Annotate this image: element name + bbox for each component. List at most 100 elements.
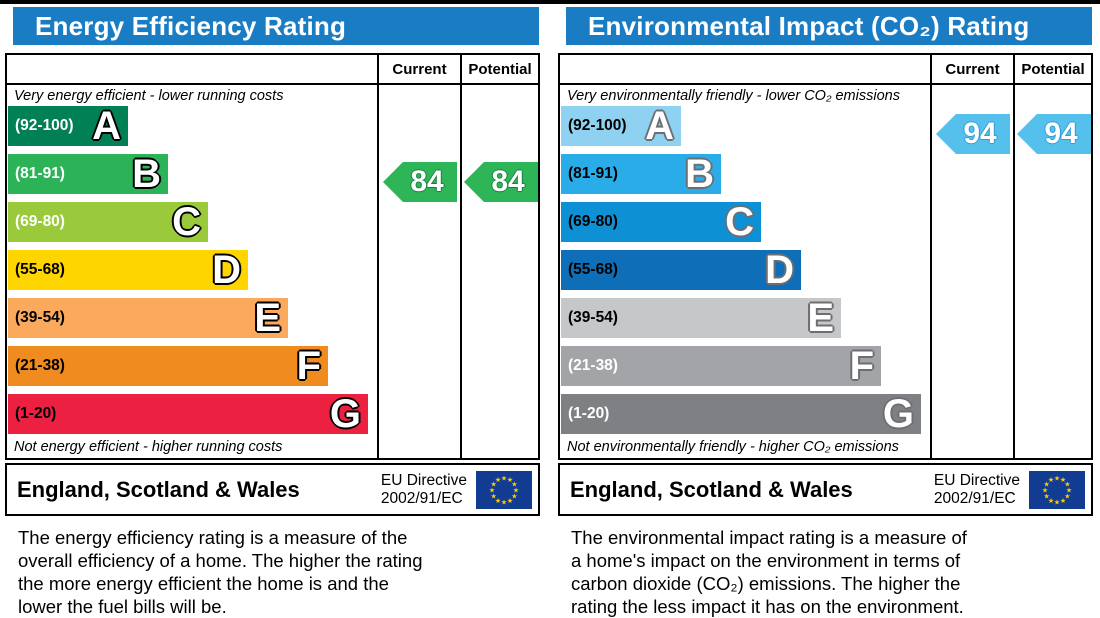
svg-text:★: ★: [1064, 492, 1070, 500]
co2-description: The environmental impact rating is a mea…: [558, 526, 1093, 618]
svg-text:★: ★: [507, 476, 513, 484]
energy-description: The energy efficiency rating is a measur…: [5, 526, 540, 618]
band-bar-e: (39-54) E: [8, 298, 288, 338]
current-rating-value: 84: [410, 165, 444, 198]
band-bar-d: (55-68) D: [8, 250, 248, 290]
band-bar-f: (21-38) F: [8, 346, 328, 386]
potential-rating-arrow: 84: [464, 162, 538, 202]
eu-directive-line1: EU Directive: [933, 471, 1020, 489]
band-letter: C: [725, 200, 754, 244]
band-bar-g: (1-20) G: [561, 394, 921, 434]
svg-text:★: ★: [501, 498, 507, 506]
band-letter: D: [765, 248, 794, 292]
svg-text:★: ★: [495, 496, 501, 504]
column-divider: [1013, 55, 1015, 458]
potential-column-header: Potential: [468, 60, 532, 78]
svg-text:★: ★: [513, 486, 519, 494]
band-range-label: (39-54): [15, 309, 65, 326]
current-column-header: Current: [392, 60, 447, 78]
band-letter: E: [807, 296, 834, 340]
svg-text:★: ★: [507, 496, 513, 504]
description-line: The environmental impact rating is a mea…: [571, 527, 967, 548]
svg-text:★: ★: [1043, 480, 1049, 488]
eu-directive-label: EU Directive 2002/91/EC: [934, 472, 1029, 508]
potential-rating-value: 94: [1044, 117, 1078, 150]
band-range-label: (21-38): [15, 357, 65, 374]
band-letter: G: [329, 392, 361, 436]
bottom-caption: Not energy efficient - higher running co…: [14, 439, 283, 455]
eu-directive-line2: 2002/91/EC: [933, 489, 1016, 507]
band-range-label: (1-20): [568, 405, 610, 422]
band-range-label: (55-68): [15, 261, 65, 278]
band-range-label: (81-91): [568, 165, 618, 182]
column-divider: [377, 55, 379, 458]
band-letter: C: [172, 200, 201, 244]
region-label: England, Scotland & Wales: [17, 476, 300, 502]
band-letter: B: [132, 152, 161, 196]
column-divider: [460, 55, 462, 458]
band-range-label: (21-38): [568, 357, 618, 374]
svg-text:★: ★: [1066, 486, 1072, 494]
band-letter: A: [92, 104, 121, 148]
band-range-label: (1-20): [15, 405, 57, 422]
potential-rating-value: 84: [491, 165, 525, 198]
svg-text:★: ★: [1060, 496, 1066, 504]
description-line: a home's impact on the environment in te…: [571, 550, 961, 571]
description-line: overall efficiency of a home. The higher…: [18, 550, 423, 571]
eu-directive-line1: EU Directive: [380, 471, 467, 489]
band-letter: G: [882, 392, 914, 436]
co2-rating-table: Current Potential Very environmentally f…: [558, 53, 1093, 460]
description-line: rating the less impact it has on the env…: [571, 596, 964, 617]
band-range-label: (69-80): [568, 213, 618, 230]
svg-text:★: ★: [490, 492, 496, 500]
energy-rating-table: Current Potential Very energy efficient …: [5, 53, 540, 460]
svg-text:★: ★: [511, 480, 517, 488]
description-line: carbon dioxide (CO₂) emissions. The high…: [571, 573, 961, 594]
band-bar-c: (69-80) C: [8, 202, 208, 242]
band-bar-c: (69-80) C: [561, 202, 761, 242]
top-caption: Very environmentally friendly - lower CO…: [567, 88, 900, 104]
band-letter: A: [645, 104, 674, 148]
svg-text:★: ★: [1054, 498, 1060, 506]
bottom-caption: Not environmentally friendly - higher CO…: [567, 439, 899, 455]
band-bar-e: (39-54) E: [561, 298, 841, 338]
environmental-impact-chart: Environmental Impact (CO₂) Rating Curren…: [558, 0, 1093, 618]
svg-text:★: ★: [501, 474, 507, 482]
energy-efficiency-chart: Energy Efficiency Rating Current Potenti…: [5, 0, 540, 618]
band-letter: F: [849, 344, 874, 388]
svg-text:★: ★: [1060, 476, 1066, 484]
top-divider-line: [0, 0, 1100, 4]
energy-bands-area: Very energy efficient - lower running co…: [7, 85, 538, 458]
svg-text:★: ★: [490, 480, 496, 488]
svg-text:★: ★: [1043, 492, 1049, 500]
band-range-label: (92-100): [15, 117, 74, 134]
current-rating-value: 94: [963, 117, 997, 150]
current-column-header: Current: [945, 60, 1000, 78]
svg-text:★: ★: [511, 492, 517, 500]
band-bar-b: (81-91) B: [8, 154, 168, 194]
band-bar-g: (1-20) G: [8, 394, 368, 434]
potential-column-header: Potential: [1021, 60, 1085, 78]
energy-chart-title-bar: Energy Efficiency Rating: [13, 7, 539, 45]
band-letter: E: [254, 296, 281, 340]
eu-flag-icon: ★ ★★ ★★★ ★★★ ★★★: [476, 470, 532, 509]
description-line: lower the fuel bills will be.: [18, 596, 227, 617]
eu-directive-label: EU Directive 2002/91/EC: [381, 472, 476, 508]
co2-bands-area: Very environmentally friendly - lower CO…: [560, 85, 1091, 458]
co2-chart-title: Environmental Impact (CO₂) Rating: [588, 10, 1030, 41]
svg-text:★: ★: [1042, 486, 1048, 494]
energy-chart-footer: England, Scotland & Wales EU Directive 2…: [5, 463, 540, 516]
energy-chart-title: Energy Efficiency Rating: [35, 10, 347, 41]
svg-text:★: ★: [1054, 474, 1060, 482]
band-list: (92-100) A (81-91) B (69-80) C (55-68) D…: [560, 106, 1091, 434]
band-range-label: (92-100): [568, 117, 627, 134]
svg-text:★: ★: [489, 486, 495, 494]
svg-text:★: ★: [1064, 480, 1070, 488]
band-bar-d: (55-68) D: [561, 250, 801, 290]
band-range-label: (39-54): [568, 309, 618, 326]
svg-text:★: ★: [1048, 476, 1054, 484]
eu-directive-line2: 2002/91/EC: [380, 489, 463, 507]
band-range-label: (55-68): [568, 261, 618, 278]
band-letter: B: [685, 152, 714, 196]
band-bar-b: (81-91) B: [561, 154, 721, 194]
